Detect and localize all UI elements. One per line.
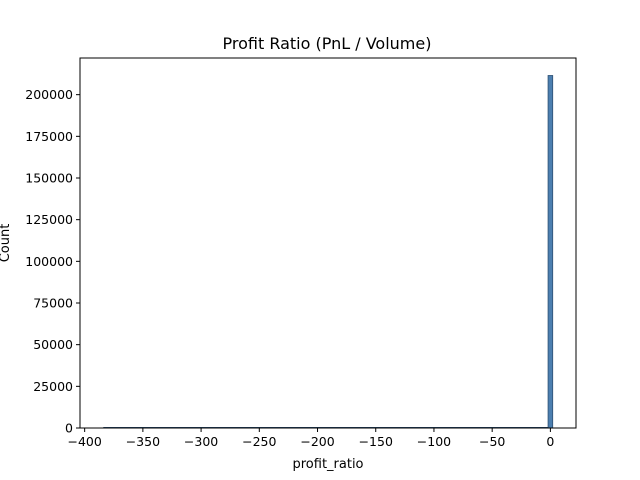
y-tick-label: 75000 [33, 296, 73, 311]
x-tick-label: −200 [300, 434, 334, 449]
x-tick-label: −400 [67, 434, 101, 449]
y-tick-label: 125000 [25, 212, 73, 227]
x-tick-label: −250 [242, 434, 276, 449]
x-tick-label: −350 [126, 434, 160, 449]
chart-title: Profit Ratio (PnL / Volume) [223, 34, 432, 53]
y-tick-label: 200000 [25, 87, 73, 102]
x-axis-ticks: −400 −350 −300 −250 −200 −150 −100 −50 0 [67, 428, 554, 449]
x-tick-label: −50 [479, 434, 505, 449]
histogram-bar [547, 75, 554, 429]
x-tick-label: −150 [359, 434, 393, 449]
axes-frame [79, 57, 577, 429]
y-tick-label: 150000 [25, 171, 73, 186]
y-axis-ticks: 0 25000 50000 75000 100000 125000 150000 175000… [25, 87, 80, 436]
y-tick-label: 100000 [25, 254, 73, 269]
y-tick-label: 25000 [33, 379, 73, 394]
x-tick-label: −100 [417, 434, 451, 449]
x-axis-label: profit_ratio [292, 457, 363, 472]
y-axis-label: Count [0, 224, 13, 263]
y-tick-label: 50000 [33, 337, 73, 352]
x-tick-label: −300 [184, 434, 218, 449]
y-tick-label: 175000 [25, 129, 73, 144]
y-tick-label: 0 [65, 421, 73, 436]
x-tick-label: 0 [546, 434, 554, 449]
plot-area [103, 75, 554, 429]
